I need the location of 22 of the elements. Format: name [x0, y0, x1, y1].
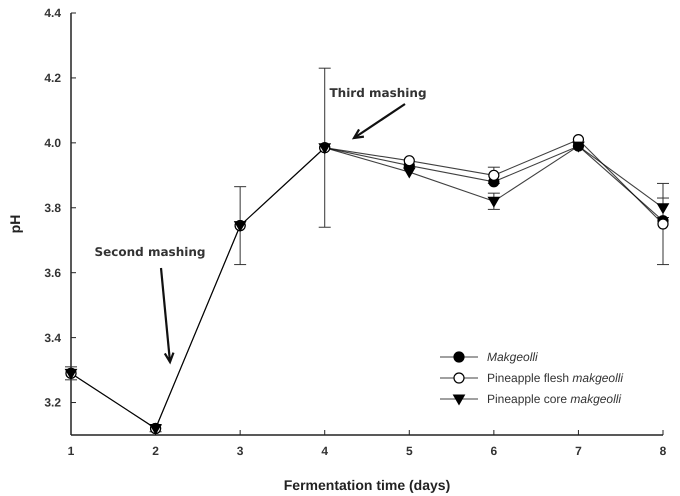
y-tick-label: 3.4	[44, 330, 62, 345]
x-tick-label: 4	[321, 444, 328, 458]
x-tick-label: 5	[406, 444, 413, 458]
y-tick-label: 4.0	[44, 136, 62, 150]
x-axis-title: Fermentation time (days)	[284, 477, 450, 493]
y-axis-title: pH	[7, 214, 23, 234]
annotation: Third mashing	[329, 86, 427, 100]
x-tick-label: 2	[152, 444, 160, 458]
x-tick-label: 6	[490, 444, 498, 458]
x-tick-label: 1	[68, 444, 75, 458]
legend-label: Makgeolli	[487, 350, 538, 364]
legend-label: Pineapple core makgeolli	[487, 392, 622, 406]
y-tick-label: 3.2	[44, 396, 62, 410]
y-tick-label: 3.8	[44, 200, 62, 215]
annotation: Second mashing	[94, 245, 206, 259]
y-tick-label: 4.2	[44, 71, 62, 86]
y-tick-label: 3.6	[44, 266, 62, 280]
y-tick-label: 4.4	[44, 6, 62, 20]
x-tick-label: 8	[660, 444, 667, 458]
x-tick-label: 7	[575, 444, 582, 458]
x-tick-label: 3	[236, 444, 244, 458]
legend-label: Pineapple flesh makgeolli	[487, 371, 624, 385]
